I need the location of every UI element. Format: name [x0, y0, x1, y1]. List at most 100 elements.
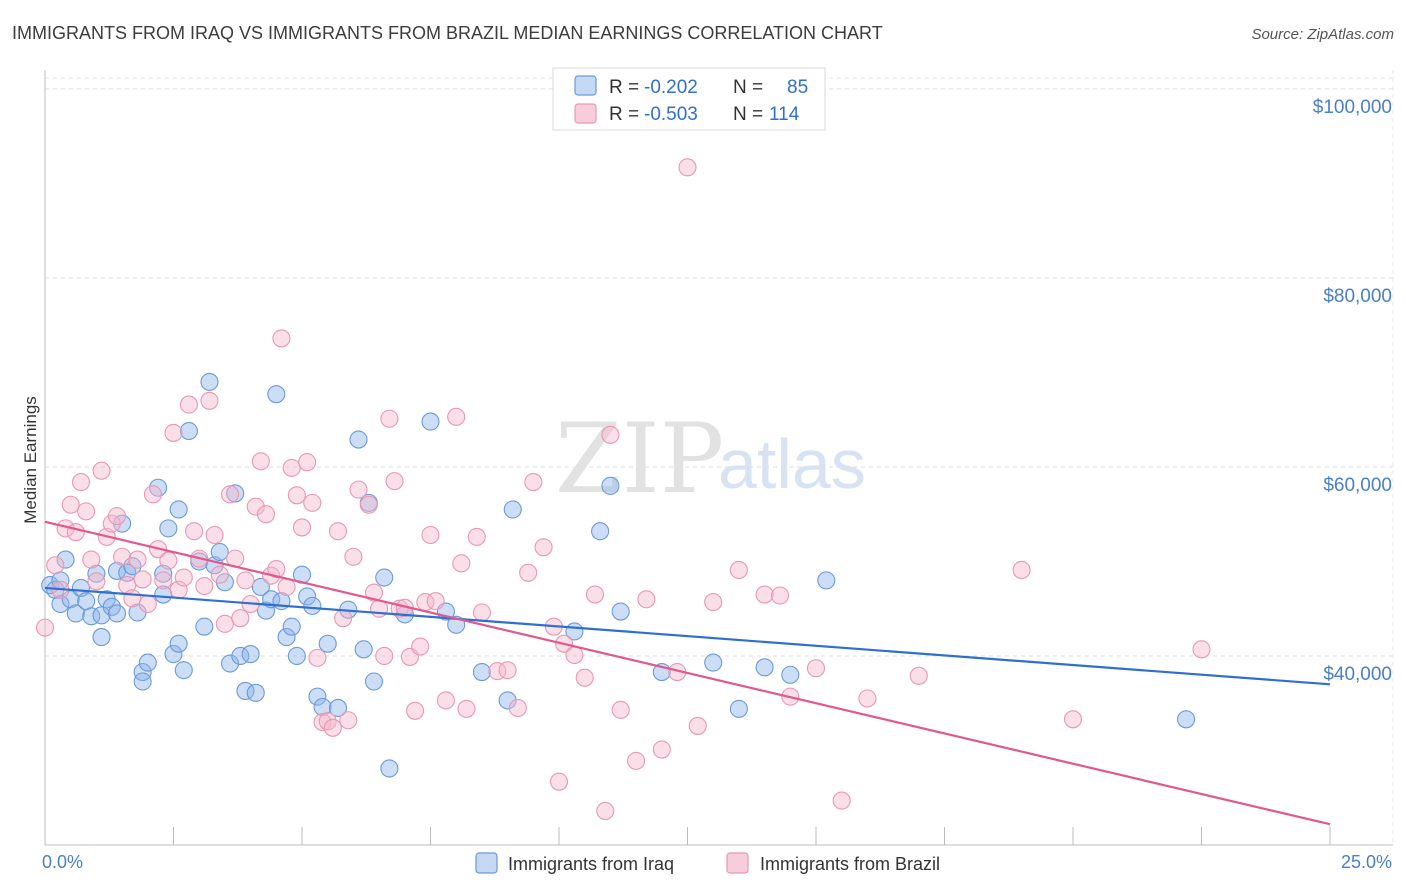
legend-swatch-brazil [574, 103, 597, 124]
point-brazil-57 [334, 609, 353, 628]
point-brazil-88 [549, 772, 569, 791]
point-brazil-61 [359, 495, 378, 514]
point-brazil-108 [832, 791, 851, 810]
point-iraq-68 [421, 412, 440, 431]
point-brazil-5 [66, 523, 85, 542]
point-brazil-107 [806, 659, 826, 678]
point-brazil-102 [704, 593, 723, 612]
point-iraq-15 [107, 604, 127, 623]
y-tick-label-1: $60,000 [1323, 475, 1392, 496]
point-brazil-33 [210, 565, 229, 584]
point-brazil-95 [611, 700, 630, 719]
legend-n-label-brazil: N = [733, 104, 763, 125]
point-brazil-41 [251, 452, 270, 471]
point-brazil-84 [519, 563, 538, 582]
legend-n-value-brazil: 114 [769, 104, 800, 125]
bottom-legend-swatch-brazil [726, 852, 749, 874]
point-iraq-76 [601, 476, 620, 495]
point-brazil-26 [174, 568, 193, 587]
point-brazil-71 [411, 637, 430, 656]
point-iraq-35 [200, 372, 219, 391]
point-brazil-13 [107, 507, 127, 526]
point-brazil-76 [447, 407, 466, 426]
point-brazil-23 [159, 551, 178, 570]
point-iraq-77 [611, 602, 630, 621]
point-brazil-45 [272, 329, 291, 348]
point-brazil-42 [256, 505, 276, 524]
legend-r-label-brazil: R = [609, 104, 639, 125]
point-brazil-10 [92, 461, 111, 480]
point-brazil-37 [231, 609, 250, 628]
point-brazil-18 [133, 570, 152, 589]
point-iraq-83 [817, 571, 836, 590]
point-brazil-86 [534, 538, 553, 557]
trend-line-brazil [44, 520, 1331, 826]
point-iraq-10 [87, 564, 106, 583]
point-iraq-39 [220, 654, 240, 673]
watermark-zip: ZIP [555, 403, 724, 515]
point-brazil-90 [565, 645, 584, 665]
point-iraq-61 [349, 430, 368, 449]
point-iraq-8 [77, 592, 96, 611]
trend-lines [44, 520, 1331, 826]
point-brazil-79 [467, 527, 486, 546]
point-iraq-31 [169, 500, 188, 519]
legend-r-label-iraq: R = [609, 77, 639, 98]
point-iraq-23 [138, 653, 157, 672]
point-brazil-77 [452, 554, 471, 573]
legend-n-value-iraq: 85 [787, 77, 808, 98]
point-iraq-34 [195, 617, 214, 636]
point-brazil-44 [267, 559, 286, 579]
point-iraq-82 [781, 665, 800, 684]
point-brazil-59 [344, 547, 363, 566]
axes [44, 70, 1393, 846]
point-iraq-84 [1177, 710, 1196, 729]
point-iraq-66 [380, 759, 399, 778]
point-brazil-85 [524, 473, 543, 492]
point-iraq-72 [498, 691, 517, 710]
point-brazil-6 [71, 473, 91, 492]
point-brazil-24 [164, 423, 183, 442]
legend-r-value-brazil: -0.503 [644, 104, 698, 125]
point-brazil-73 [421, 525, 440, 545]
point-brazil-98 [652, 740, 671, 759]
point-iraq-57 [313, 697, 332, 717]
point-brazil-74 [426, 592, 445, 611]
point-brazil-78 [457, 699, 476, 718]
point-iraq-50 [277, 628, 296, 647]
point-brazil-101 [688, 716, 707, 735]
legend-r-value-iraq: -0.202 [644, 77, 698, 98]
point-brazil-104 [755, 585, 774, 604]
point-brazil-22 [154, 571, 173, 590]
point-brazil-35 [220, 485, 240, 504]
point-iraq-54 [298, 587, 317, 606]
point-iraq-45 [251, 577, 270, 597]
point-brazil-40 [246, 497, 265, 516]
point-iraq-52 [287, 646, 306, 666]
point-iraq-6 [66, 604, 85, 623]
point-iraq-4 [56, 550, 75, 569]
point-brazil-109 [858, 689, 877, 708]
point-iraq-75 [591, 522, 610, 541]
point-brazil-112 [1063, 710, 1083, 729]
point-brazil-31 [200, 391, 219, 410]
point-brazil-94 [601, 425, 620, 444]
point-iraq-73 [503, 500, 522, 519]
point-brazil-100 [678, 158, 697, 177]
watermark-atlas: atlas [718, 425, 866, 503]
point-brazil-28 [185, 522, 204, 541]
point-brazil-49 [292, 518, 312, 537]
point-iraq-27 [159, 519, 178, 538]
point-iraq-14 [92, 628, 111, 647]
bottom-legend: Immigrants from Iraq Immigrants from Bra… [475, 852, 940, 874]
point-brazil-55 [323, 718, 342, 737]
y-tick-label-2: $80,000 [1323, 286, 1392, 307]
point-brazil-65 [380, 409, 399, 428]
point-brazil-19 [138, 594, 157, 614]
point-brazil-51 [303, 493, 322, 512]
point-iraq-29 [169, 634, 188, 653]
point-brazil-111 [1012, 560, 1031, 580]
bottom-legend-swatch-iraq [475, 852, 498, 874]
watermark: ZIP atlas [555, 403, 866, 515]
point-brazil-32 [205, 525, 224, 545]
